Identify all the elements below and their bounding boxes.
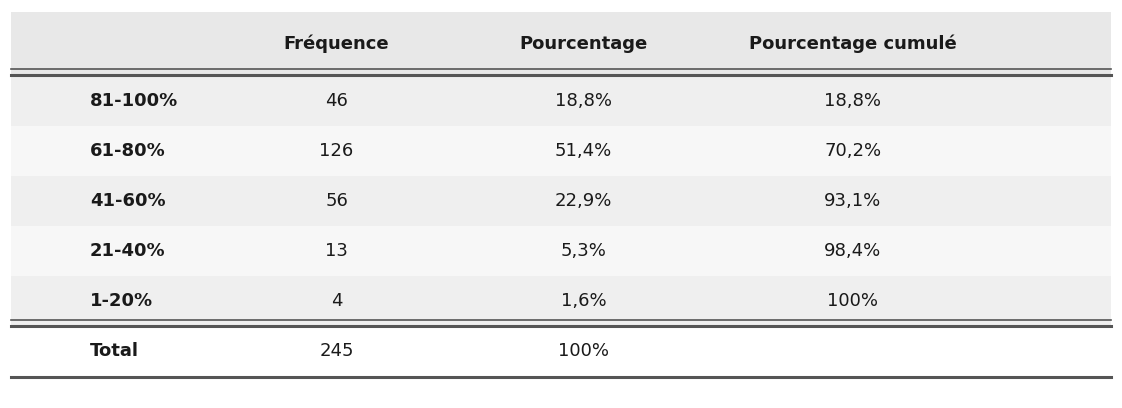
Text: 5,3%: 5,3% <box>561 242 606 260</box>
Text: Total: Total <box>90 342 139 361</box>
Text: 22,9%: 22,9% <box>554 192 613 210</box>
Text: 245: 245 <box>320 342 353 361</box>
Text: 100%: 100% <box>558 342 609 361</box>
Bar <box>11 226 1111 276</box>
Text: Pourcentage: Pourcentage <box>519 35 647 53</box>
Bar <box>11 75 1111 126</box>
Bar <box>11 326 1111 377</box>
Bar <box>11 12 1111 75</box>
Text: 18,8%: 18,8% <box>825 91 881 110</box>
Text: 93,1%: 93,1% <box>824 192 882 210</box>
Text: 41-60%: 41-60% <box>90 192 165 210</box>
Text: 70,2%: 70,2% <box>825 142 881 160</box>
Text: 1,6%: 1,6% <box>561 292 606 310</box>
Text: 100%: 100% <box>827 292 879 310</box>
Text: 126: 126 <box>320 142 353 160</box>
Text: 98,4%: 98,4% <box>824 242 882 260</box>
Text: 1-20%: 1-20% <box>90 292 153 310</box>
Text: 13: 13 <box>325 242 348 260</box>
Text: 81-100%: 81-100% <box>90 91 178 110</box>
Bar <box>11 176 1111 226</box>
Text: 21-40%: 21-40% <box>90 242 165 260</box>
Text: 51,4%: 51,4% <box>554 142 613 160</box>
Text: Fréquence: Fréquence <box>284 35 389 53</box>
Text: 18,8%: 18,8% <box>555 91 611 110</box>
Text: Pourcentage cumulé: Pourcentage cumulé <box>748 35 957 53</box>
Bar <box>11 126 1111 176</box>
Text: 61-80%: 61-80% <box>90 142 166 160</box>
Bar <box>11 276 1111 326</box>
Text: 46: 46 <box>325 91 348 110</box>
Text: 56: 56 <box>325 192 348 210</box>
Text: 4: 4 <box>331 292 342 310</box>
